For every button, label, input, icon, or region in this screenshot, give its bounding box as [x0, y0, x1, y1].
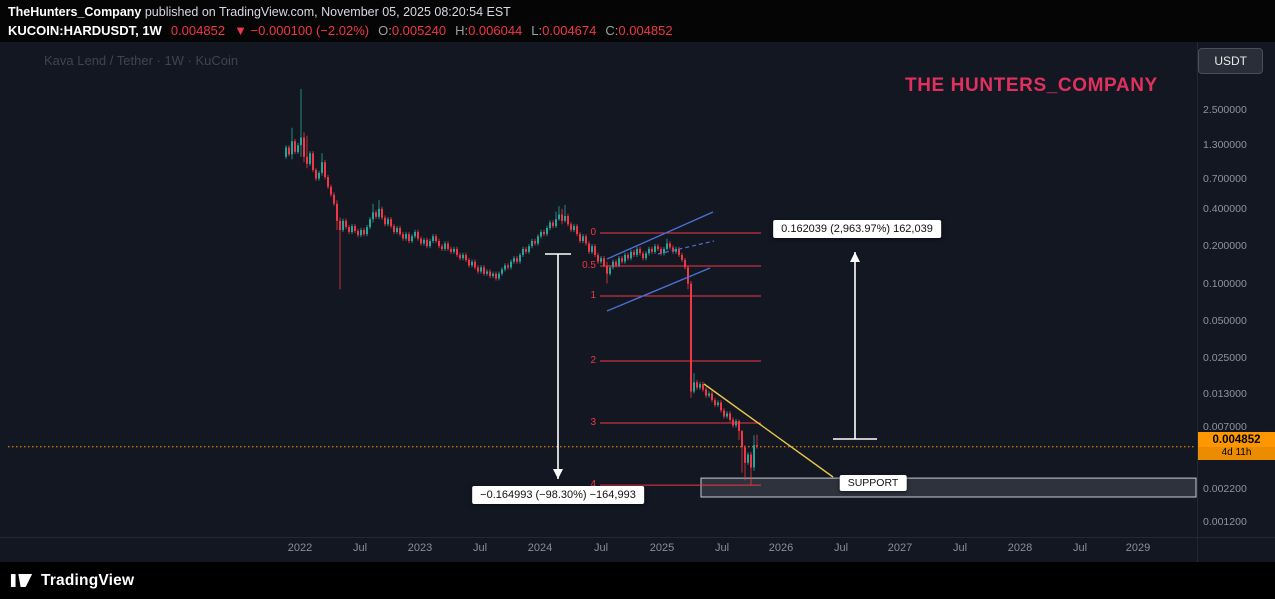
published-text: published on TradingView.com, November 0… [141, 5, 511, 19]
author-name[interactable]: TheHunters_Company [8, 5, 142, 19]
price-axis-label: 0.200000 [1203, 240, 1247, 252]
time-axis-label: Jul [952, 542, 968, 554]
time-axis-label: 2022 [287, 542, 313, 554]
time-axis-label: 2026 [768, 542, 794, 554]
price-axis-label: 0.050000 [1203, 315, 1247, 327]
price-axis-label: 2.500000 [1203, 104, 1247, 116]
price-axis-label: 0.013000 [1203, 388, 1247, 400]
low-number: 0.004674 [542, 23, 597, 38]
tradingview-logo[interactable]: TradingView [10, 570, 134, 591]
price-axis-label: 0.100000 [1203, 278, 1247, 290]
high-label: H: [455, 23, 469, 38]
quote-line: KUCOIN:HARDUSDT, 1W 0.004852 ▼ −0.000100… [8, 23, 673, 38]
low-value: L:0.004674 [531, 23, 596, 38]
time-axis-label: 2027 [887, 542, 913, 554]
symbol-title[interactable]: KUCOIN:HARDUSDT, 1W [8, 23, 162, 38]
price-axis-label: 0.007000 [1203, 421, 1247, 433]
close-number: 0.004852 [618, 23, 673, 38]
open-number: 0.005240 [391, 23, 447, 38]
price-axis[interactable]: 2.500000 1.300000 0.700000 0.400000 0.200000… [1197, 42, 1275, 537]
tradingview-mark-icon [10, 574, 33, 587]
time-axis-label: 2029 [1125, 542, 1151, 554]
price-axis-label: 0.002200 [1203, 483, 1247, 495]
time-axis-label: 2024 [527, 542, 553, 554]
time-axis-label: 2023 [407, 542, 433, 554]
price-axis-label: 0.700000 [1203, 173, 1247, 185]
open-value: O:0.005240 [378, 23, 446, 38]
time-axis-label: Jul [1072, 542, 1088, 554]
time-axis-label: Jul [833, 542, 849, 554]
close-value: C:0.004852 [605, 23, 672, 38]
publish-header: TheHunters_Company published on TradingV… [0, 0, 1275, 42]
low-label: L: [531, 23, 543, 38]
time-axis-label: Jul [472, 542, 488, 554]
high-number: 0.006044 [468, 23, 523, 38]
time-axis-label: Jul [352, 542, 368, 554]
price-axis-label: 0.001200 [1203, 516, 1247, 528]
price-axis-label: 0.400000 [1203, 203, 1247, 215]
price-axis-separator [1197, 42, 1198, 562]
time-axis-label: Jul [714, 542, 730, 554]
last-price: 0.004852 [170, 23, 226, 38]
tradingview-logo-text: TradingView [41, 571, 135, 589]
currency-toggle-button[interactable]: USDT [1198, 48, 1263, 74]
time-axis-label: 2028 [1007, 542, 1033, 554]
high-value: H:0.006044 [455, 23, 522, 38]
time-axis-label: Jul [593, 542, 609, 554]
price-change: ▼ −0.000100 (−2.02%) [234, 23, 370, 38]
time-axis[interactable]: 2022 Jul 2023 Jul 2024 Jul 2025 Jul 2026 Jul 2027 J… [0, 538, 1197, 562]
chart-background [0, 42, 1275, 562]
price-axis-label: 0.025000 [1203, 352, 1247, 364]
time-axis-separator [0, 537, 1275, 538]
price-axis-label: 1.300000 [1203, 139, 1247, 151]
time-axis-label: 2025 [649, 542, 675, 554]
footer-bar: TradingView [0, 562, 1275, 599]
published-line: TheHunters_Company published on TradingV… [8, 5, 511, 19]
open-label: O: [378, 23, 392, 38]
close-label: C: [605, 23, 619, 38]
